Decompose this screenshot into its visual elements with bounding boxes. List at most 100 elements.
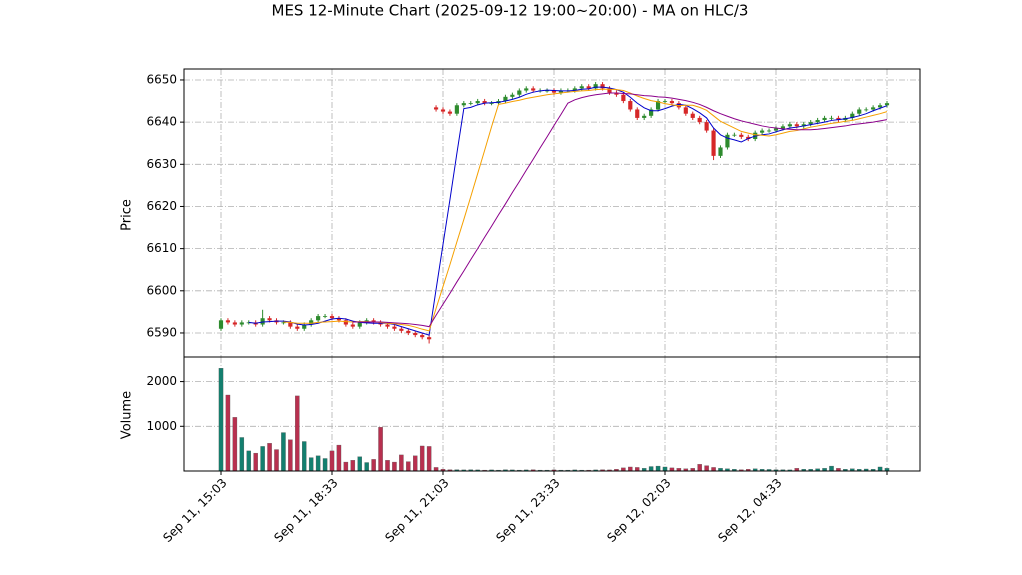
candle-body [669,101,675,104]
candle-body [871,107,876,110]
plot-area [218,82,890,472]
candle-body [628,101,633,110]
candle-body [787,124,792,127]
candle-body [392,326,397,329]
x-tick-label: Sep 11, 23:33 [493,476,562,545]
candle-body [850,113,855,118]
candle-body [822,117,827,121]
volume-bar [392,461,397,472]
candle-body [614,92,619,95]
volume-bar [364,462,369,472]
price-panel-frame [183,68,921,358]
volume-bar [635,467,640,472]
candle-body [371,320,376,323]
candle-body [697,117,702,123]
candle-body [406,330,411,333]
y-tick-label: 6650 [146,72,177,86]
candle-body [427,337,432,340]
volume-bar [295,395,300,472]
candle-body [420,335,425,338]
y-tick-label: 1000 [146,419,177,433]
volume-bar [218,368,224,472]
candle-body [635,109,640,118]
y-tick-label: 6610 [146,241,177,255]
candle-body [649,109,654,116]
candle-body [746,136,751,139]
candle-body [558,90,564,93]
x-tick-label: Sep 11, 21:03 [382,476,451,545]
candle-body [884,103,890,106]
volume-bar [399,454,404,472]
candle-body [877,105,883,108]
volume-bar [829,465,834,472]
volume-bar [378,427,383,472]
volume-axis-label: Volume [120,391,135,439]
volume-bar [662,466,668,472]
x-tick-label: Sep 12, 04:33 [715,476,784,545]
candle-body [579,86,584,89]
candle-body [815,120,820,123]
volume-panel-frame [183,356,921,472]
candle-body [857,109,862,114]
candle-body [655,101,661,110]
candle-body [801,124,806,127]
candle-body [302,324,307,329]
volume-bar [274,449,279,472]
volume-bar [302,441,307,472]
candle-body [482,101,487,104]
candle-body [711,130,716,156]
candle-body [475,101,480,104]
volume-bar [357,456,362,472]
candle-body [836,117,841,121]
volume-bar [288,439,293,472]
candle-body [260,318,265,325]
volume-bar [260,446,265,472]
candle-body [593,84,598,89]
candle-body [461,103,466,106]
candle-body [808,122,813,125]
candle-body [732,134,737,136]
candle-body [683,107,688,114]
candle-body [329,316,335,319]
volume-bar [413,455,418,472]
candle-body [385,324,390,327]
y-tick-label: 2000 [146,374,177,388]
candle-body [572,88,577,91]
y-tick-label: 6640 [146,115,177,129]
volume-bar [281,432,286,472]
grid [184,69,920,471]
candle-body [399,328,404,331]
candle-body [704,122,709,131]
candle-body [281,322,286,324]
candle-body [551,90,557,93]
volume-bar [385,460,390,472]
candle-body [718,147,723,156]
candle-body [773,128,779,131]
candle-body [780,126,786,129]
candle-body [295,326,300,329]
y-tick-label: 6630 [146,157,177,171]
volume-bar [704,465,709,472]
volume-bar [336,444,342,472]
candle-body [524,88,529,91]
volume-bar [711,467,716,472]
candle-body [225,320,231,323]
volume-bar [246,450,251,472]
candle-body [468,103,473,104]
volume-bar [225,394,231,472]
candle-body [662,101,668,102]
candle-body [794,124,799,127]
candle-body [766,130,772,132]
x-tick-label: Sep 11, 15:03 [160,476,229,545]
candle-body [600,84,605,89]
volume-bar [232,417,238,472]
volume-bar [308,457,314,472]
candle-body [309,320,314,325]
volume-bar [322,458,328,472]
candle-body [343,320,348,325]
candle-body [288,322,293,327]
x-tick-label: Sep 11, 18:33 [271,476,340,545]
candle-body [239,322,244,325]
candle-body [218,320,224,329]
